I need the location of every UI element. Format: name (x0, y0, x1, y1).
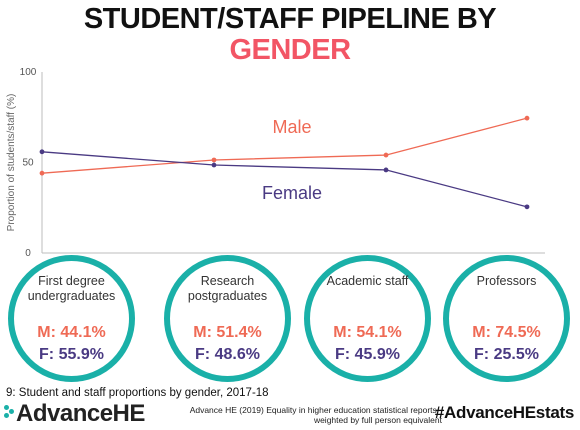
category-circle: Academic staff M: 54.1% F: 45.9% (304, 255, 431, 382)
category-label: Professors (476, 274, 537, 288)
male-percentage: M: 44.1% (37, 324, 106, 341)
series-line-male (41, 117, 528, 174)
source-line-1: Advance HE (2019) Equality in higher edu… (189, 405, 442, 415)
series-label-male: Male (272, 117, 311, 137)
female-percentage: F: 25.5% (474, 346, 539, 363)
source-note: Advance HE (2019) Equality in higher edu… (177, 405, 442, 425)
female-percentage: F: 48.6% (195, 346, 260, 363)
category-label: Academic staff (326, 274, 409, 288)
logo-dots-icon (4, 405, 14, 418)
series-label-female: Female (262, 183, 322, 203)
source-line-2: weighted by full person equivalent (313, 415, 442, 425)
y-axis-label: Proportion of students/staff (%) (6, 94, 17, 232)
category-label: First degree undergraduates (27, 274, 116, 303)
female-percentage: F: 55.9% (39, 346, 104, 363)
line-chart: 0 50 100 Proportion of students/staff (%) Ma… (6, 67, 545, 259)
male-percentage: M: 74.5% (472, 324, 541, 341)
category-circle: First degree undergraduates M: 44.1% F: 55… (8, 255, 135, 382)
category-circle: Professors M: 74.5% F: 25.5% (443, 255, 570, 382)
title-line-2: GENDER (229, 34, 351, 66)
page-title: STUDENT/STAFF PIPELINE BY GENDER (0, 4, 580, 66)
y-tick-label: 0 (25, 248, 31, 259)
data-point-female (383, 167, 389, 173)
data-point-male (524, 115, 530, 121)
series-line-female (41, 151, 528, 208)
male-percentage: M: 51.4% (193, 324, 262, 341)
data-point-male (211, 157, 217, 163)
data-point-male (39, 170, 45, 176)
data-point-female (39, 149, 45, 155)
hashtag: #AdvanceHEstats (434, 403, 574, 422)
category-label: Research postgraduates (187, 274, 268, 303)
category-circle: Research postgraduates M: 51.4% F: 48.6% (164, 255, 291, 382)
y-tick-label: 50 (22, 158, 34, 169)
male-percentage: M: 54.1% (333, 324, 402, 341)
data-point-female (524, 204, 530, 210)
data-point-female (211, 162, 217, 168)
data-point-male (383, 152, 389, 158)
title-line-1: STUDENT/STAFF PIPELINE BY (83, 3, 497, 35)
female-percentage: F: 45.9% (335, 346, 400, 363)
figure-caption: 9: Student and staff proportions by gend… (6, 387, 269, 399)
y-tick-label: 100 (20, 67, 37, 78)
logo-text: AdvanceHE (16, 400, 145, 427)
